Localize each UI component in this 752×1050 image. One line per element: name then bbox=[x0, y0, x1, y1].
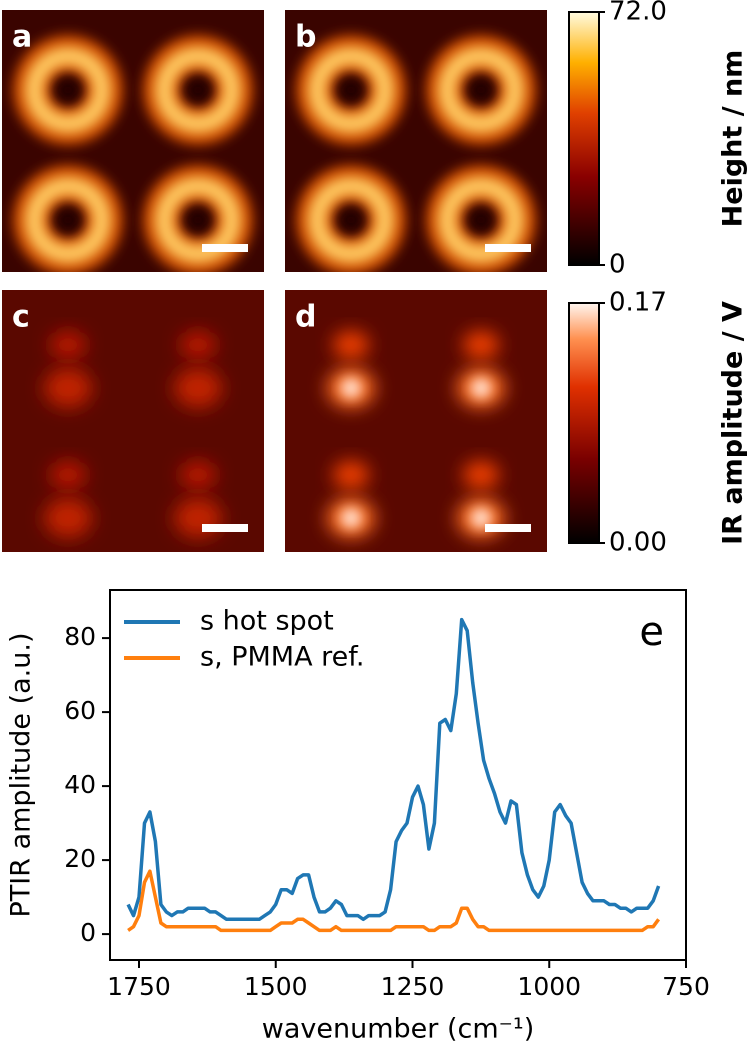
ring-hole bbox=[339, 78, 363, 102]
image-panel: d bbox=[285, 290, 547, 552]
image-background bbox=[285, 290, 547, 552]
spot bbox=[50, 331, 86, 359]
image-content bbox=[296, 35, 536, 272]
colorbar-tick-label: 0.00 bbox=[609, 528, 667, 558]
panel-letter: d bbox=[295, 300, 316, 335]
ring-hole bbox=[469, 78, 493, 102]
colorbar-label: IR amplitude / V bbox=[718, 301, 749, 545]
plot-frame bbox=[109, 589, 687, 961]
legend-label: s, PMMA ref. bbox=[200, 642, 364, 673]
y-tick-label: 60 bbox=[64, 696, 96, 725]
ring bbox=[155, 177, 241, 263]
image-panel: a bbox=[2, 10, 264, 272]
spot bbox=[333, 331, 369, 359]
y-tick-label: 80 bbox=[64, 622, 96, 651]
spot bbox=[333, 461, 369, 489]
colorbar-tick-label: 72.0 bbox=[609, 0, 667, 27]
x-tick-label: 750 bbox=[662, 972, 710, 1001]
legend-label: s hot spot bbox=[200, 606, 334, 637]
y-axis-label: PTIR amplitude (a.u.) bbox=[6, 633, 37, 918]
panel-letter: b bbox=[295, 20, 316, 55]
colorbar bbox=[568, 11, 600, 266]
scale-bar bbox=[202, 244, 248, 252]
ring bbox=[25, 47, 111, 133]
y-tick-label: 40 bbox=[64, 770, 96, 799]
ring bbox=[25, 177, 111, 263]
spot-core bbox=[341, 378, 361, 398]
ring bbox=[308, 47, 394, 133]
spot bbox=[174, 368, 222, 408]
colorbar-label: Height / nm bbox=[718, 50, 749, 228]
spot-core bbox=[471, 378, 491, 398]
spot bbox=[180, 461, 216, 489]
ring-hole bbox=[186, 208, 210, 232]
colorbar bbox=[568, 302, 600, 544]
ring bbox=[155, 47, 241, 133]
x-axis-label: wavenumber (cm⁻¹) bbox=[262, 1014, 534, 1045]
x-tick-label: 1250 bbox=[381, 972, 445, 1001]
y-tick-label: 0 bbox=[80, 918, 96, 947]
x-tick-label: 1000 bbox=[517, 972, 581, 1001]
x-tick-label: 1500 bbox=[244, 972, 308, 1001]
ring-hole bbox=[56, 208, 80, 232]
ring bbox=[438, 177, 524, 263]
spot-core bbox=[471, 508, 491, 528]
ring-hole bbox=[469, 208, 493, 232]
ring bbox=[438, 47, 524, 133]
spot bbox=[44, 498, 92, 538]
spot bbox=[50, 461, 86, 489]
image-panel: c bbox=[2, 290, 264, 552]
scale-bar bbox=[202, 524, 248, 532]
spot bbox=[463, 461, 499, 489]
colorbar-tick-label: 0 bbox=[609, 250, 626, 280]
x-tick-label: 1750 bbox=[107, 972, 171, 1001]
image-background bbox=[2, 290, 264, 552]
ring-hole bbox=[186, 78, 210, 102]
ring-hole bbox=[339, 208, 363, 232]
spot bbox=[44, 368, 92, 408]
panel-letter: a bbox=[12, 20, 32, 55]
series-line bbox=[127, 869, 661, 933]
colorbar-tick-label: 0.17 bbox=[609, 288, 667, 318]
image-content bbox=[13, 35, 253, 272]
spot-core bbox=[341, 508, 361, 528]
spot bbox=[463, 331, 499, 359]
ring-hole bbox=[56, 78, 80, 102]
scale-bar bbox=[485, 244, 531, 252]
scale-bar bbox=[485, 524, 531, 532]
series-line bbox=[126, 617, 661, 922]
spot bbox=[180, 331, 216, 359]
ring bbox=[308, 177, 394, 263]
y-tick-label: 20 bbox=[64, 844, 96, 873]
panel-letter: c bbox=[12, 300, 30, 335]
image-panel: b bbox=[285, 10, 547, 272]
panel-letter: e bbox=[639, 609, 664, 655]
